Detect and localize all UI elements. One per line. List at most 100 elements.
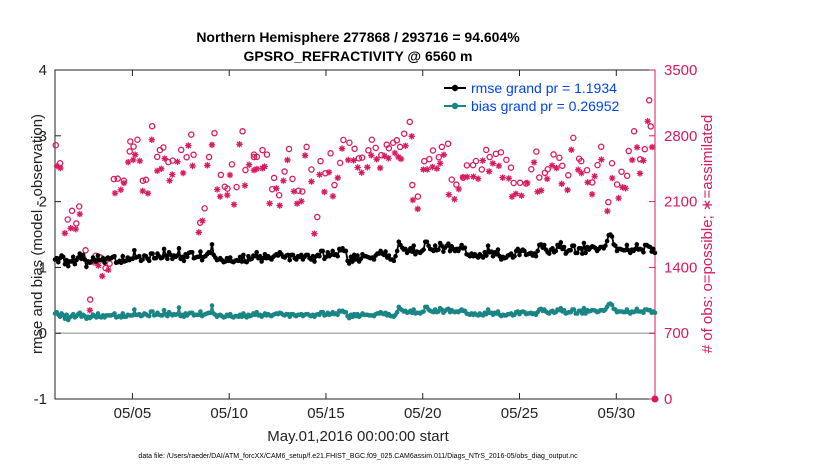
assimilated-obs-point	[345, 156, 352, 164]
possible-obs-point	[497, 149, 505, 156]
assimilated-obs-point	[250, 167, 258, 174]
possible-obs-point	[544, 166, 552, 173]
possible-obs-point	[613, 181, 621, 188]
rmse-point	[558, 240, 564, 245]
rmse-point	[394, 248, 400, 254]
assimilated-obs-point	[381, 152, 388, 160]
assimilated-obs-point	[622, 185, 629, 192]
assimilated-obs-point	[136, 157, 143, 165]
possible-obs-point	[183, 153, 190, 161]
possible-obs-point	[317, 157, 324, 165]
possible-obs-point	[623, 172, 631, 180]
possible-obs-point	[400, 130, 408, 137]
assimilated-obs-point	[280, 177, 287, 184]
assimilated-obs-point	[213, 186, 221, 193]
assimilated-obs-point	[226, 171, 234, 179]
rmse-point	[72, 261, 78, 267]
assimilated-obs-point	[474, 175, 482, 182]
rmse-point	[409, 249, 415, 254]
assimilated-obs-point	[423, 166, 431, 173]
rmse-point	[571, 243, 577, 248]
assimilated-obs-point	[436, 160, 444, 167]
left-y-tick-label: 4	[39, 62, 47, 79]
rmse-point	[208, 250, 213, 256]
possible-obs-point	[478, 166, 486, 173]
legend-rmse-marker	[451, 84, 459, 92]
assimilated-obs-point	[636, 170, 644, 177]
bias-point	[112, 311, 117, 316]
legend-rmse-label: rmse grand pr = 1.1934	[471, 80, 617, 96]
possible-obs-point	[130, 143, 137, 150]
rmse-point	[421, 247, 426, 252]
possible-obs-point	[414, 193, 422, 200]
possible-obs-point	[259, 146, 266, 154]
possible-obs-point	[169, 157, 176, 164]
possible-obs-point	[368, 136, 376, 143]
rmse-point	[403, 246, 408, 252]
assimilated-obs-point	[204, 162, 211, 169]
left-y-tick-label: 2	[39, 194, 47, 211]
rmse-point	[328, 252, 334, 258]
assimilated-obs-point	[445, 191, 453, 198]
left-y-tick-label: 3	[39, 128, 47, 145]
assimilated-obs-point	[518, 192, 525, 199]
rmse-point	[522, 248, 527, 254]
assimilated-obs-point	[230, 201, 238, 208]
rmse-point	[546, 251, 552, 256]
assimilated-obs-point	[368, 152, 375, 159]
possible-obs-point	[52, 141, 60, 149]
assimilated-obs-point	[391, 149, 399, 157]
rmse-point	[84, 264, 89, 270]
assimilated-obs-point	[321, 188, 328, 196]
assimilated-obs-point	[364, 164, 371, 171]
assimilated-obs-point	[543, 175, 551, 183]
possible-obs-point	[205, 153, 213, 161]
bias-point	[146, 313, 152, 319]
rmse-point	[312, 259, 317, 264]
assimilated-obs-point	[148, 136, 155, 143]
assimilated-obs-point	[628, 156, 636, 164]
rmse-point	[355, 253, 360, 258]
right-y-tick-label: 700	[664, 325, 689, 342]
assimilated-obs-point	[354, 164, 361, 171]
assimilated-obs-point	[640, 157, 647, 164]
possible-obs-point	[630, 128, 638, 135]
x-tick-label: 05/25	[501, 405, 539, 422]
assimilated-obs-point	[420, 166, 427, 173]
right-y-tick-label: 3500	[664, 62, 697, 79]
assimilated-obs-point	[414, 205, 421, 213]
possible-obs-point	[570, 134, 577, 142]
x-axis-label: May.01,2016 00:00:00 start	[267, 428, 449, 445]
rmse-point	[237, 254, 243, 260]
assimilated-obs-point	[408, 133, 415, 140]
rmse-point	[54, 255, 59, 261]
assimilated-obs-point	[615, 194, 622, 202]
assimilated-obs-point	[293, 200, 301, 207]
possible-obs-point	[429, 147, 437, 154]
possible-obs-point	[463, 162, 471, 169]
rmse-point	[310, 253, 316, 259]
assimilated-obs-point	[169, 171, 176, 178]
right-y-axis: 0 700 1400 2100 2800 3500	[649, 62, 697, 408]
assimilated-obs-point	[495, 162, 503, 170]
possible-obs-point	[608, 159, 616, 167]
plot-area	[54, 69, 656, 400]
possible-obs-point	[68, 207, 76, 215]
assimilated-obs-point	[499, 174, 506, 181]
assimilated-obs-point	[455, 185, 462, 193]
left-y-axis-label: rmse and bias (model - observation)	[29, 114, 46, 354]
rmse-point	[153, 255, 159, 261]
possible-obs-point	[299, 188, 306, 195]
bias-point	[165, 313, 170, 319]
assimilated-obs-point	[564, 186, 571, 194]
rmse-point	[391, 258, 397, 264]
bias-point	[64, 312, 69, 318]
assimilated-obs-point	[537, 187, 545, 194]
possible-obs-series	[52, 97, 654, 303]
assimilated-obs-point	[325, 169, 333, 176]
assimilated-obs-point	[505, 175, 513, 182]
possible-obs-point	[583, 166, 591, 174]
possible-obs-point	[438, 143, 446, 151]
assimilated-obs-point	[284, 156, 291, 164]
